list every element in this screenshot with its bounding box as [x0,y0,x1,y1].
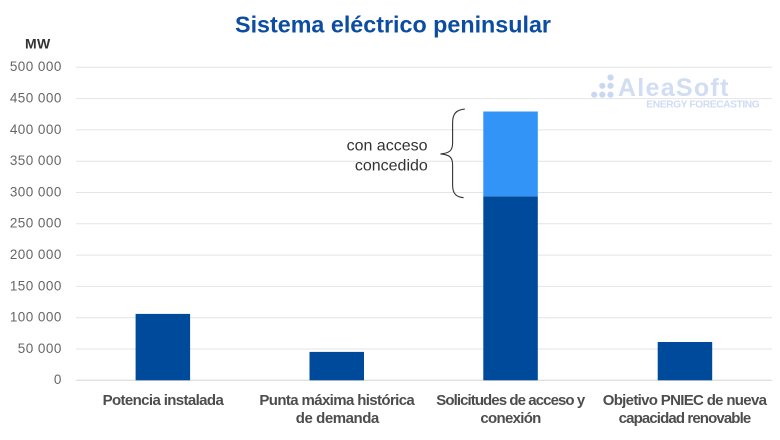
svg-text:350 000: 350 000 [10,153,62,168]
svg-text:150 000: 150 000 [10,278,62,293]
svg-text:Sistema eléctrico peninsular: Sistema eléctrico peninsular [235,12,551,38]
svg-text:AleaSoft: AleaSoft [618,74,730,102]
svg-text:250 000: 250 000 [10,216,62,231]
svg-text:200 000: 200 000 [10,247,62,262]
svg-text:500 000: 500 000 [10,59,62,74]
svg-text:400 000: 400 000 [10,122,62,137]
svg-text:ENERGY FORECASTING: ENERGY FORECASTING [646,100,759,111]
svg-text:Punta máxima histórica: Punta máxima histórica [259,392,415,409]
svg-text:300 000: 300 000 [10,184,62,199]
svg-text:Potencia instalada: Potencia instalada [103,392,225,409]
svg-text:conexión: conexión [480,410,541,427]
svg-text:0: 0 [54,372,62,387]
svg-text:concedido: concedido [355,157,428,174]
svg-text:50 000: 50 000 [18,341,62,356]
svg-text:MW: MW [25,36,51,52]
svg-text:con acceso: con acceso [347,137,428,154]
svg-text:Solicitudes de acceso y: Solicitudes de acceso y [436,392,586,409]
svg-text:100 000: 100 000 [10,310,62,325]
svg-text:Objetivo PNIEC de nueva: Objetivo PNIEC de nueva [603,392,768,409]
svg-text:de demanda: de demanda [296,410,380,427]
svg-text:capacidad renovable: capacidad renovable [619,410,751,427]
svg-text:450 000: 450 000 [10,91,62,106]
